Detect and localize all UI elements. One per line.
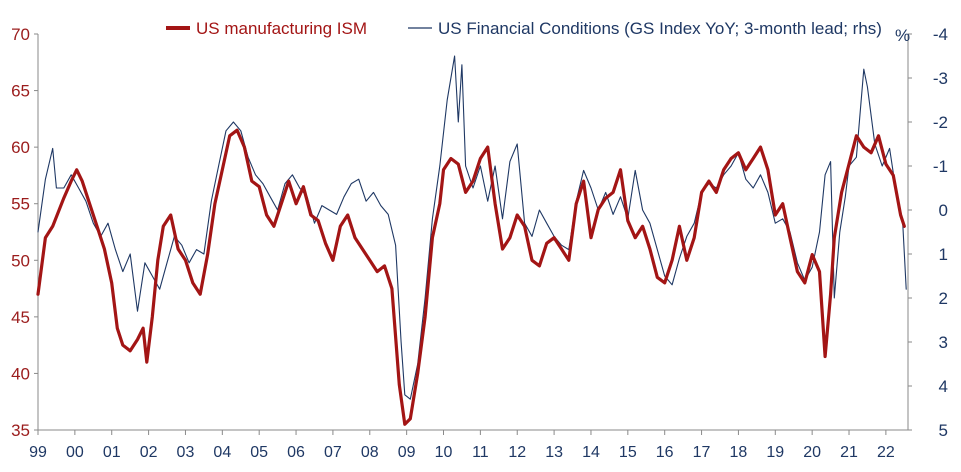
x-tick-label: 13 (545, 444, 563, 461)
legend: US manufacturing ISM US Financial Condit… (166, 19, 882, 38)
left-tick-label: 65 (11, 82, 30, 101)
left-tick-label: 70 (11, 25, 30, 44)
x-tick-label: 10 (435, 444, 453, 461)
series-line-financial-conditions (37, 55, 907, 400)
x-tick-label: 00 (66, 444, 84, 461)
right-tick-label: 3 (939, 333, 948, 352)
x-tick-label: 22 (877, 444, 895, 461)
series-layer (36, 55, 907, 426)
left-tick-label: 55 (11, 195, 30, 214)
legend-label-fci: US Financial Conditions (GS Index YoY; 3… (438, 19, 882, 38)
x-tick-label: 08 (361, 444, 379, 461)
x-tick-label: 17 (693, 444, 711, 461)
x-tick-label: 02 (140, 444, 158, 461)
x-tick-label: 06 (287, 444, 305, 461)
right-tick-label: 5 (939, 421, 948, 440)
x-tick-label: 18 (730, 444, 748, 461)
right-tick-label: -1 (933, 157, 948, 176)
x-tick-label: 11 (472, 444, 489, 461)
right-tick-label: 0 (939, 201, 948, 220)
x-tick-label: 09 (398, 444, 416, 461)
x-tick-label: 12 (508, 444, 526, 461)
x-tick-label: 16 (656, 444, 674, 461)
right-tick-label: 4 (939, 377, 948, 396)
x-tick-label: 07 (324, 444, 342, 461)
left-tick-label: 50 (11, 251, 30, 270)
right-axis-unit: % (895, 26, 910, 45)
legend-label-ism: US manufacturing ISM (196, 19, 367, 38)
right-tick-label: -2 (933, 113, 948, 132)
left-tick-label: 35 (11, 421, 30, 440)
x-tick-label: 21 (840, 444, 858, 461)
x-tick-label: 19 (766, 444, 784, 461)
right-tick-label: 1 (939, 245, 948, 264)
left-tick-label: 40 (11, 364, 30, 383)
x-tick-label: 01 (103, 444, 121, 461)
right-tick-label: 2 (939, 289, 948, 308)
x-tick-label: 05 (250, 444, 268, 461)
right-tick-label: -4 (933, 25, 948, 44)
x-tick-label: 99 (29, 444, 47, 461)
x-tick-label: 14 (582, 444, 600, 461)
x-tick-label: 20 (803, 444, 821, 461)
x-tick-label: 15 (619, 444, 637, 461)
right-tick-label: -3 (933, 69, 948, 88)
x-tick-label: 04 (213, 444, 231, 461)
left-tick-label: 45 (11, 308, 30, 327)
x-tick-label: 03 (177, 444, 195, 461)
left-tick-label: 60 (11, 138, 30, 157)
series-line-ism (36, 128, 906, 426)
